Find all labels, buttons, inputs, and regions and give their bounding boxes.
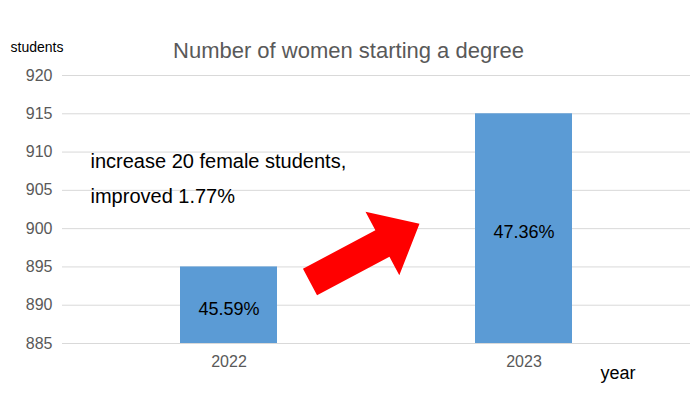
- svg-text:Number of women starting a deg: Number of women starting a degree: [173, 38, 524, 63]
- svg-text:increase 20 female students,im: increase 20 female students,improved 1.7…: [91, 150, 347, 207]
- svg-text:910: 910: [26, 143, 53, 160]
- svg-text:895: 895: [26, 258, 53, 275]
- svg-text:885: 885: [26, 335, 53, 352]
- svg-text:905: 905: [26, 181, 53, 198]
- svg-text:915: 915: [26, 105, 53, 122]
- svg-text:900: 900: [26, 220, 53, 237]
- svg-text:47.36%: 47.36%: [493, 222, 554, 242]
- svg-text:2023: 2023: [506, 353, 542, 370]
- svg-text:890: 890: [26, 296, 53, 313]
- svg-text:920: 920: [26, 67, 53, 84]
- svg-text:45.59%: 45.59%: [198, 299, 259, 319]
- svg-text:2022: 2022: [211, 353, 247, 370]
- svg-text:year: year: [601, 363, 636, 383]
- svg-text:students: students: [11, 39, 64, 55]
